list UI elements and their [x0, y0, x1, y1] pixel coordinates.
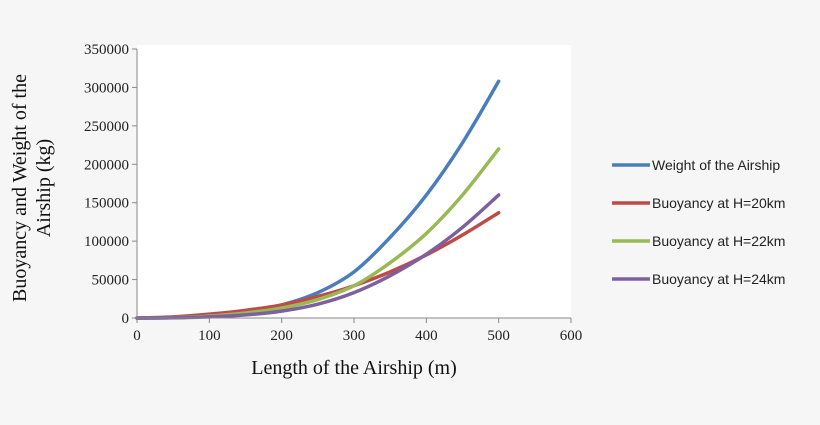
- x-tick-label: 100: [198, 328, 221, 344]
- x-tick-label: 300: [343, 328, 366, 344]
- x-tick-label: 400: [415, 328, 438, 344]
- y-tick-label: 100000: [84, 234, 129, 250]
- legend: Weight of the Airship Buoyancy at H=20km B…: [612, 157, 785, 287]
- legend-label: Weight of the Airship: [652, 157, 780, 173]
- x-axis-title: Length of the Airship (m): [251, 357, 457, 379]
- x-tick-label: 500: [487, 328, 510, 344]
- y-tick-label: 0: [122, 311, 130, 327]
- y-tick-label: 250000: [84, 119, 129, 135]
- x-tick-label: 0: [133, 328, 141, 344]
- legend-label: Buoyancy at H=22km: [652, 233, 785, 249]
- y-tick-label: 200000: [84, 157, 129, 173]
- y-axis-title-line1: Buoyancy and Weight of the: [9, 74, 31, 302]
- series-line-3: [135, 193, 501, 320]
- legend-label: Buoyancy at H=20km: [652, 195, 785, 211]
- plot-area: [137, 45, 571, 318]
- x-tick-label: 200: [270, 328, 293, 344]
- y-tick-label: 150000: [84, 196, 129, 212]
- legend-label: Buoyancy at H=24km: [652, 271, 785, 287]
- x-tick-label: 600: [560, 328, 583, 344]
- y-axis-title-line2: Airship (kg): [33, 139, 55, 237]
- y-tick-label: 350000: [84, 42, 129, 58]
- y-tick-label: 50000: [92, 273, 130, 289]
- y-tick-label: 300000: [84, 80, 129, 96]
